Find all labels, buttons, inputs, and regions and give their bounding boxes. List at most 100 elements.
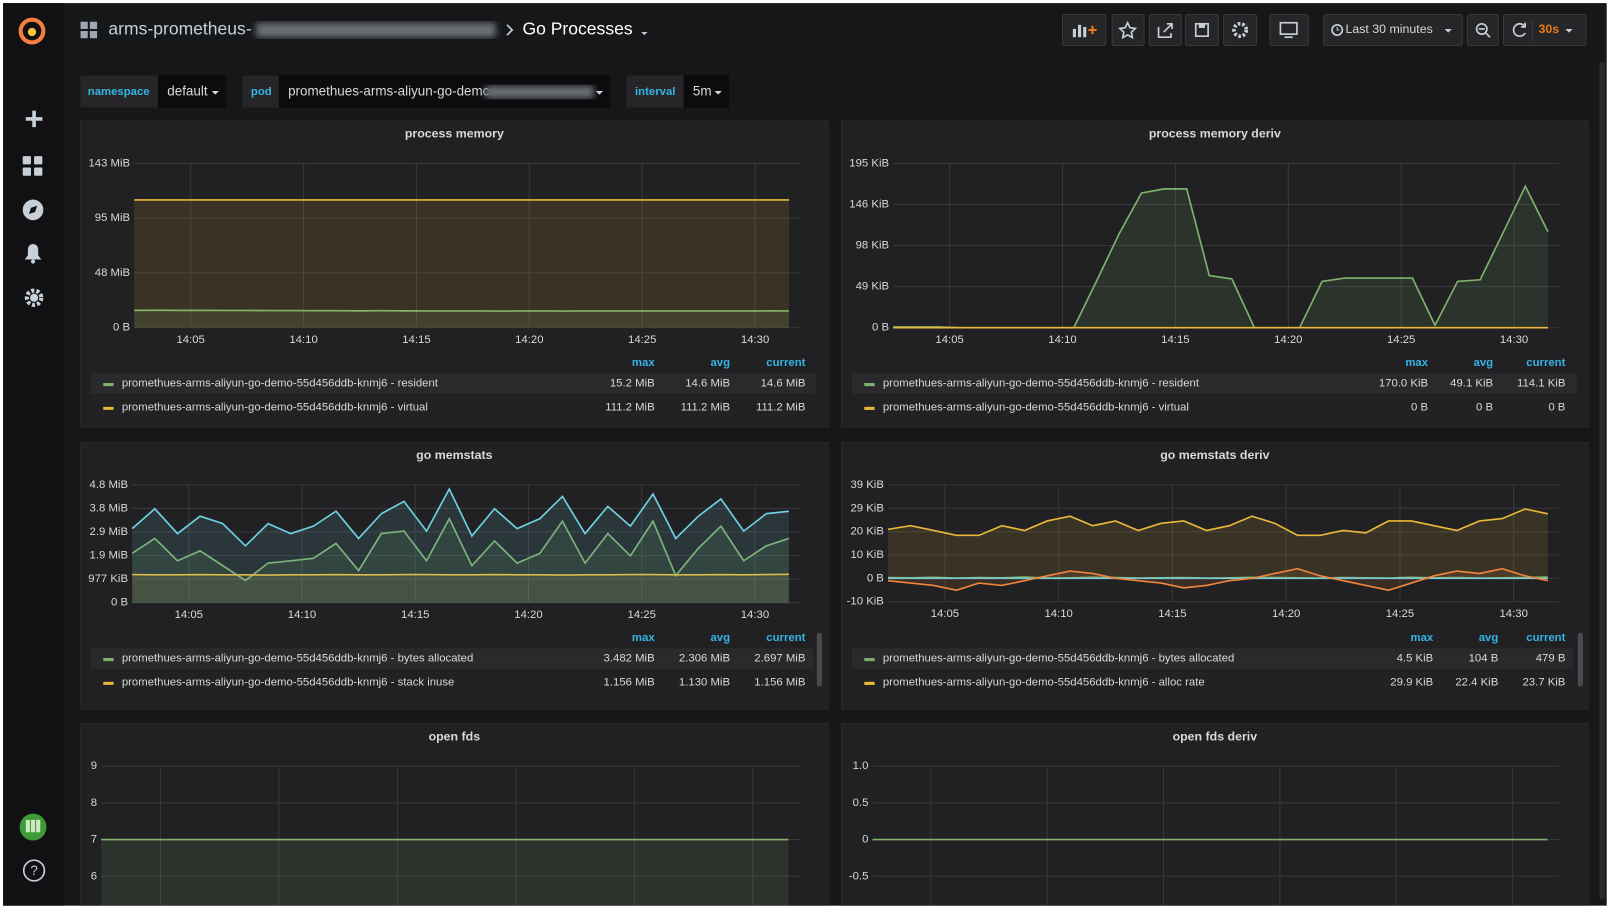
breadcrumb-separator <box>506 24 514 36</box>
time-range-label[interactable]: Last 30 minutes <box>1345 22 1432 36</box>
y-tick-label: 0 B <box>113 322 130 334</box>
save-button[interactable] <box>1184 13 1219 47</box>
tv-mode-button[interactable] <box>1269 13 1309 47</box>
x-tick-label: 14:20 <box>515 334 543 346</box>
series-area <box>101 839 789 906</box>
legend-value: 22.4 KiB <box>1455 676 1498 688</box>
panel-title: open fds <box>429 729 481 743</box>
refresh-picker[interactable]: 30s <box>1502 13 1587 47</box>
y-tick-label: 4.8 MiB <box>90 479 128 491</box>
time-picker[interactable]: Last 30 minutes <box>1323 13 1463 47</box>
legend-series-name[interactable]: promethues-arms-aliyun-go-demo-55d456ddb… <box>122 378 439 390</box>
panel: open fds deriv -0.5 0 0.5 1.0 <box>841 723 1589 906</box>
legend-series-name[interactable]: promethues-arms-aliyun-go-demo-55d456ddb… <box>122 676 455 688</box>
add-panel-button[interactable] <box>1062 13 1107 47</box>
legend-header: avg <box>1479 632 1499 644</box>
legend-value: 49.1 KiB <box>1450 378 1493 390</box>
sidebar <box>3 3 65 906</box>
legend-row <box>90 373 816 394</box>
series-area <box>132 518 789 603</box>
series-line <box>132 573 789 576</box>
panel-title: process memory deriv <box>1149 127 1281 141</box>
alerting-icon[interactable] <box>24 243 42 264</box>
legend-series-name[interactable]: promethues-arms-aliyun-go-demo-55d456ddb… <box>883 378 1200 390</box>
user-avatar[interactable] <box>19 813 47 841</box>
y-tick-label: 0 B <box>111 597 128 609</box>
legend-value: 0 B <box>1476 401 1493 413</box>
breadcrumb-folder[interactable]: arms-prometheus- <box>108 19 251 39</box>
x-tick-label: 14:20 <box>1274 334 1302 346</box>
legend-value: 1.130 MiB <box>679 676 730 688</box>
dashboard-title[interactable]: Go Processes <box>522 19 632 39</box>
series-area <box>888 508 1548 579</box>
variable-value[interactable]: promethues-arms-aliyun-go-demc <box>288 84 490 99</box>
zoom-out-button[interactable] <box>1466 13 1499 47</box>
legend-row <box>851 672 1574 693</box>
series-area <box>132 489 789 603</box>
legend-row <box>90 672 814 693</box>
legend-row <box>851 397 1577 418</box>
series-area <box>134 199 790 328</box>
redacted-text <box>485 85 594 99</box>
dashboards-grid-icon[interactable] <box>80 21 98 39</box>
panel-title: process memory <box>405 127 504 141</box>
create-icon[interactable] <box>25 110 43 128</box>
variable-label: pod <box>251 86 272 98</box>
legend-value: 114.1 KiB <box>1517 378 1565 390</box>
legend-row <box>90 648 814 669</box>
series-line <box>131 487 789 548</box>
panel: process memory 0 B 48 MiB 95 MiB 143 MiB 14:0… <box>80 120 829 428</box>
y-tick-label: 2.9 MiB <box>90 526 128 538</box>
legend-value: 1.156 MiB <box>604 676 655 688</box>
legend-value: 104 B <box>1469 653 1499 665</box>
x-tick-label: 14:20 <box>1272 608 1300 620</box>
x-tick-label: 14:30 <box>741 609 769 621</box>
y-tick-label: 3.8 MiB <box>90 502 128 514</box>
legend-value: 0 B <box>1411 401 1428 413</box>
grafana-logo[interactable] <box>18 17 46 45</box>
legend-series-name[interactable]: promethues-arms-aliyun-go-demo-55d456ddb… <box>122 401 428 413</box>
legend-header: max <box>1405 357 1428 369</box>
y-tick-label: 95 MiB <box>95 212 130 224</box>
legend-series-name[interactable]: promethues-arms-aliyun-go-demo-55d456ddb… <box>883 676 1205 688</box>
settings-button[interactable] <box>1223 13 1258 47</box>
y-tick-label: -10 KiB <box>847 596 884 608</box>
y-tick-label: 0 B <box>867 572 884 584</box>
x-tick-label: 14:25 <box>1386 608 1414 620</box>
redacted-text <box>256 22 496 38</box>
dashboards-icon[interactable] <box>22 156 43 176</box>
legend-value: 29.9 KiB <box>1390 676 1433 688</box>
configuration-icon[interactable] <box>24 288 44 308</box>
y-tick-label: -0.5 <box>849 870 869 882</box>
legend-series-name[interactable]: promethues-arms-aliyun-go-demo-55d456ddb… <box>122 653 473 665</box>
legend-scrollbar <box>1577 632 1583 687</box>
legend-header: avg <box>1474 357 1494 369</box>
legend-value: 14.6 MiB <box>685 378 730 390</box>
variable-namespace[interactable]: namespace default <box>80 75 227 108</box>
variable-value[interactable]: default <box>167 84 208 99</box>
legend-header: avg <box>710 357 730 369</box>
help-icon[interactable]: ? <box>22 859 46 882</box>
explore-icon[interactable] <box>22 199 44 221</box>
page-scrollbar <box>1599 62 1605 900</box>
star-button[interactable] <box>1111 13 1145 47</box>
legend-header: current <box>1526 632 1565 644</box>
legend-value: 14.6 MiB <box>761 378 806 390</box>
legend-series-name[interactable]: promethues-arms-aliyun-go-demo-55d456ddb… <box>883 653 1234 665</box>
variable-value[interactable]: 5m <box>693 84 712 99</box>
refresh-interval[interactable]: 30s <box>1539 22 1560 36</box>
legend-series-name[interactable]: promethues-arms-aliyun-go-demo-55d456ddb… <box>883 401 1189 413</box>
y-tick-label: 6 <box>91 870 97 882</box>
legend-value: 15.2 MiB <box>610 378 655 390</box>
y-tick-label: 29 KiB <box>850 502 883 514</box>
title-caret <box>641 32 648 36</box>
variable-interval[interactable]: interval 5m <box>626 75 730 108</box>
y-tick-label: 977 KiB <box>88 573 128 585</box>
share-button[interactable] <box>1148 13 1182 47</box>
variable-pod[interactable]: pod promethues-arms-aliyun-go-demc <box>242 75 611 108</box>
x-tick-label: 14:15 <box>402 334 430 346</box>
legend-row <box>90 397 816 418</box>
panels: process memory 0 B 48 MiB 95 MiB 143 MiB 14:0… <box>80 120 1589 906</box>
legend-value: 1.156 MiB <box>754 676 805 688</box>
